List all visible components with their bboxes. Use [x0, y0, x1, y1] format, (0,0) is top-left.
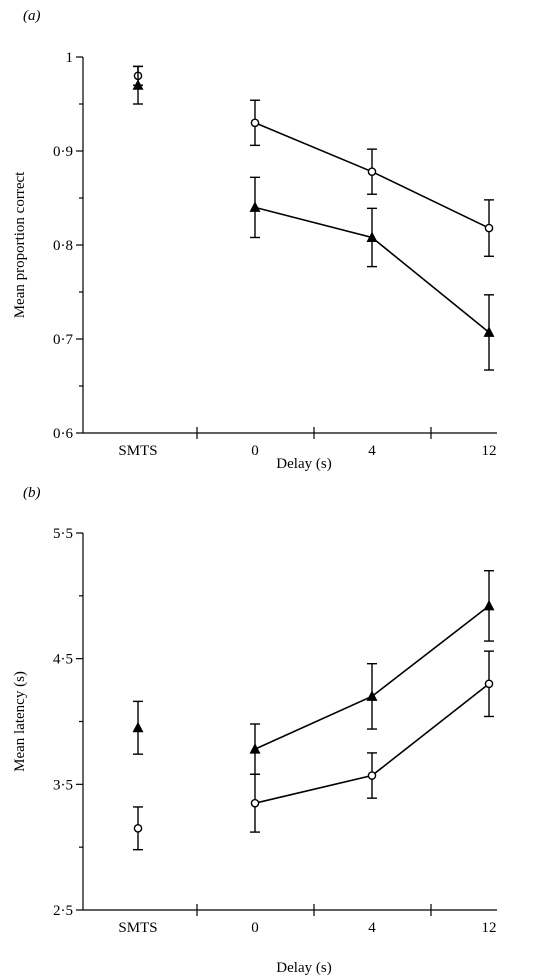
- x-tick-label: SMTS: [118, 443, 157, 459]
- data-point-circle: [484, 223, 494, 233]
- data-point-circle: [484, 679, 494, 689]
- x-tick-label: 4: [368, 920, 376, 936]
- y-axis-label: Mean latency (s): [12, 671, 28, 772]
- data-point-triangle: [366, 690, 378, 701]
- x-axis-label: Delay (s): [276, 456, 331, 472]
- data-point-triangle: [483, 599, 495, 611]
- data-point-triangle: [366, 231, 378, 242]
- x-tick-label: 4: [368, 443, 376, 459]
- data-point-circle: [367, 771, 377, 780]
- x-tick-label: 0: [251, 920, 259, 936]
- x-tick-label: 12: [482, 443, 497, 459]
- x-tick-label: 0: [251, 443, 259, 459]
- chart-panel-1: (a) 0·6 0·7 0·8 0·9 1 SMTS 0 4 12 Delay (s) Mean pr…: [12, 8, 497, 472]
- panel-label: (a): [23, 8, 41, 24]
- y-tick-label: 0·7: [53, 332, 73, 348]
- chart-panel-2: (b) 2·5 3·5 4·5 5·5 SMTS 0 4 12 Delay (s) Mean lat…: [12, 485, 497, 976]
- y-tick-label: 1: [66, 50, 74, 66]
- data-point-triangle: [132, 721, 144, 733]
- series-1: [133, 650, 494, 851]
- y-tick-label: 0·6: [53, 426, 73, 442]
- y-tick-label: 0·8: [53, 238, 73, 254]
- y-tick-label: 2·5: [53, 903, 73, 919]
- data-point-triangle: [249, 201, 261, 212]
- y-tick-label: 4·5: [53, 652, 73, 668]
- panel-label: (b): [23, 485, 41, 501]
- data-point-circle: [250, 118, 260, 128]
- y-tick-label: 3·5: [53, 777, 73, 793]
- y-tick-label: 0·9: [53, 144, 73, 160]
- y-tick-label: 5·5: [53, 526, 73, 542]
- x-axis-label: Delay (s): [276, 960, 331, 976]
- data-point-triangle: [132, 79, 144, 90]
- x-tick-label: 12: [482, 920, 497, 936]
- series-2: [132, 570, 495, 775]
- series-2: [132, 65, 495, 371]
- data-point-circle: [367, 167, 377, 176]
- data-point-circle: [133, 824, 143, 833]
- data-point-triangle: [249, 743, 261, 754]
- y-axis-label: Mean proportion correct: [12, 171, 28, 318]
- data-point-circle: [250, 798, 260, 808]
- x-tick-label: SMTS: [118, 920, 157, 936]
- data-point-triangle: [483, 326, 495, 337]
- series-1: [133, 65, 494, 257]
